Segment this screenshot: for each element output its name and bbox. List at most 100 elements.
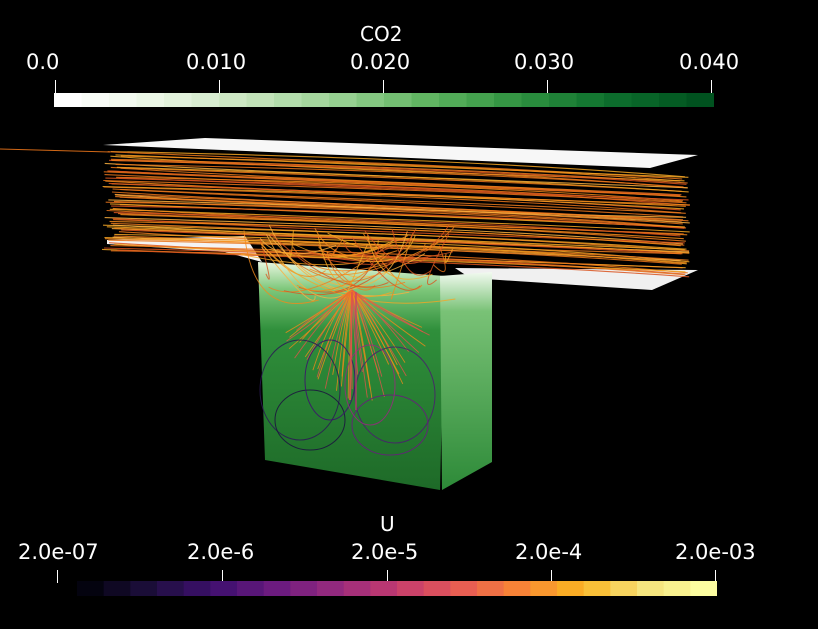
streamline	[268, 234, 362, 291]
streamline	[269, 239, 395, 259]
tick-mark	[547, 80, 548, 93]
colorbar-segment	[494, 93, 523, 107]
streamline	[118, 177, 689, 201]
tick-label: 2.0e-03	[675, 540, 756, 564]
colorbar-segment	[521, 93, 550, 107]
colorbar-segment	[466, 93, 495, 107]
colorbar-segment	[183, 581, 211, 596]
streamline	[354, 346, 436, 444]
streamline	[363, 233, 423, 290]
colorbar-segment	[274, 93, 303, 107]
colorbar-segment	[557, 581, 585, 596]
colorbar-segment	[631, 93, 660, 107]
tick-mark	[387, 570, 388, 583]
tick-label: 2.0e-07	[18, 540, 99, 564]
colorbar-segment	[503, 581, 531, 596]
tick-mark	[57, 570, 58, 583]
streamline	[317, 237, 392, 297]
colorbar-segment	[549, 93, 578, 107]
colorbar-segment	[686, 93, 714, 107]
streamline	[304, 339, 356, 421]
colorbar-segment	[663, 581, 691, 596]
tick-mark	[55, 80, 56, 93]
streamline	[120, 167, 682, 196]
colorbar-segment	[370, 581, 398, 596]
colorbar-segment	[77, 581, 105, 596]
colorbar-segment	[356, 93, 385, 107]
colorbar-segment	[157, 581, 185, 596]
streamline	[120, 155, 681, 182]
tick-label: 0.010	[186, 50, 247, 74]
colorbar-segment	[164, 93, 193, 107]
colorbar-segment	[423, 581, 451, 596]
streamline	[364, 230, 429, 264]
colorbar-segment	[610, 581, 638, 596]
tick-label: 2.0e-5	[351, 540, 419, 564]
co2-legend-title: CO2	[360, 22, 403, 46]
colorbar-segment	[329, 93, 358, 107]
streamline	[309, 240, 441, 276]
streamline	[110, 158, 688, 184]
tick-label: 0.0	[26, 50, 60, 74]
u-colorbar	[77, 581, 717, 596]
colorbar-segment	[191, 93, 220, 107]
tick-mark	[715, 570, 716, 583]
colorbar-segment	[130, 581, 158, 596]
colorbar-segment	[246, 93, 275, 107]
tick-label: 0.030	[514, 50, 575, 74]
streamline	[0, 148, 111, 153]
streamline	[423, 227, 455, 252]
colorbar-segment	[637, 581, 665, 596]
tick-mark	[383, 80, 384, 93]
streamline	[367, 235, 433, 280]
tick-label: 0.020	[350, 50, 411, 74]
streamline	[343, 240, 396, 256]
colorbar-segment	[659, 93, 688, 107]
streamline	[326, 251, 406, 289]
streamline	[243, 230, 320, 305]
streamline	[349, 291, 353, 401]
streamline	[351, 394, 429, 456]
colorbar-segment	[103, 581, 131, 596]
colorbar-segment	[81, 93, 110, 107]
streamline	[109, 208, 690, 233]
streamline	[328, 231, 408, 288]
colorbar-segment	[583, 581, 611, 596]
colorbar-segment	[604, 93, 633, 107]
tick-mark	[222, 570, 223, 583]
colorbar-segment	[576, 93, 605, 107]
streamline	[427, 233, 450, 285]
streamline	[110, 250, 685, 276]
streamline	[351, 289, 409, 352]
streamline	[337, 235, 416, 263]
streamline	[103, 224, 687, 250]
streamline	[390, 233, 414, 300]
colorbar-segment	[237, 581, 265, 596]
tick-mark	[711, 80, 712, 93]
streamline	[351, 289, 424, 333]
tick-mark	[219, 80, 220, 93]
streamline	[103, 179, 687, 204]
tick-label: 2.0e-6	[187, 540, 255, 564]
colorbar-segment	[219, 93, 248, 107]
colorbar-segment	[439, 93, 468, 107]
colorbar-segment	[317, 581, 345, 596]
channel-top-wall	[103, 138, 698, 168]
streamline	[108, 199, 690, 224]
streamline	[304, 289, 353, 358]
colorbar-segment	[450, 581, 478, 596]
tick-label: 0.040	[679, 50, 740, 74]
streamline	[120, 188, 684, 218]
streamline	[288, 289, 353, 350]
streamline	[104, 238, 687, 264]
streamlines	[0, 148, 691, 456]
u-legend-title: U	[380, 512, 395, 536]
streamline	[115, 163, 684, 188]
colorbar-segment	[411, 93, 440, 107]
streamline	[103, 171, 681, 197]
colorbar-segment	[109, 93, 138, 107]
colorbar-segment	[397, 581, 425, 596]
streamline	[261, 246, 316, 301]
streamline	[106, 226, 685, 251]
streamline	[111, 205, 685, 229]
